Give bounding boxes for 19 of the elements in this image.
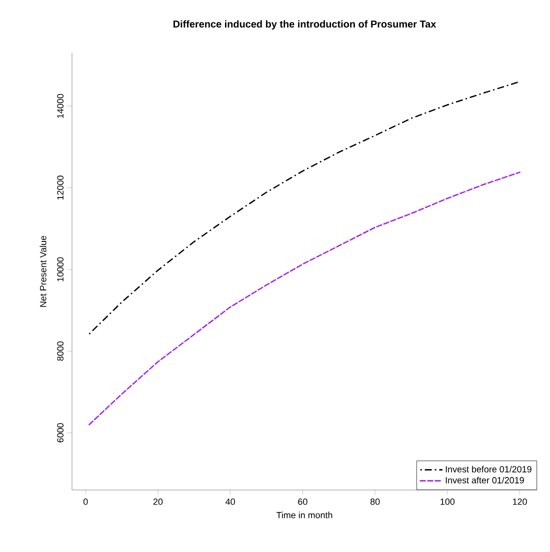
line-series	[88, 172, 520, 426]
x-tick-label: 40	[226, 498, 235, 505]
x-tick-label: 60	[298, 498, 308, 505]
y-tick-label: 10000	[57, 257, 64, 282]
y-tick-label: 14000	[57, 94, 64, 118]
y-tick-label: 6000	[57, 423, 64, 442]
line-series	[88, 80, 520, 335]
x-tick-label: 120	[512, 498, 527, 505]
legend-label: Invest before 01/2019	[446, 466, 532, 472]
x-tick-label: 80	[370, 498, 380, 505]
chart-title: Difference induced by the introduction of Prosumer Tax	[174, 20, 436, 30]
x-tick-label: 0	[83, 498, 88, 505]
x-axis-title: Time in month	[276, 512, 332, 518]
y-axis-title: Net Present Value	[40, 236, 46, 307]
y-tick-label: 12000	[57, 176, 64, 200]
y-tick-label: 8000	[57, 342, 64, 361]
x-tick-label: 100	[440, 498, 455, 505]
legend-label: Invest after 01/2019	[446, 476, 524, 484]
x-tick-label: 20	[153, 498, 163, 505]
